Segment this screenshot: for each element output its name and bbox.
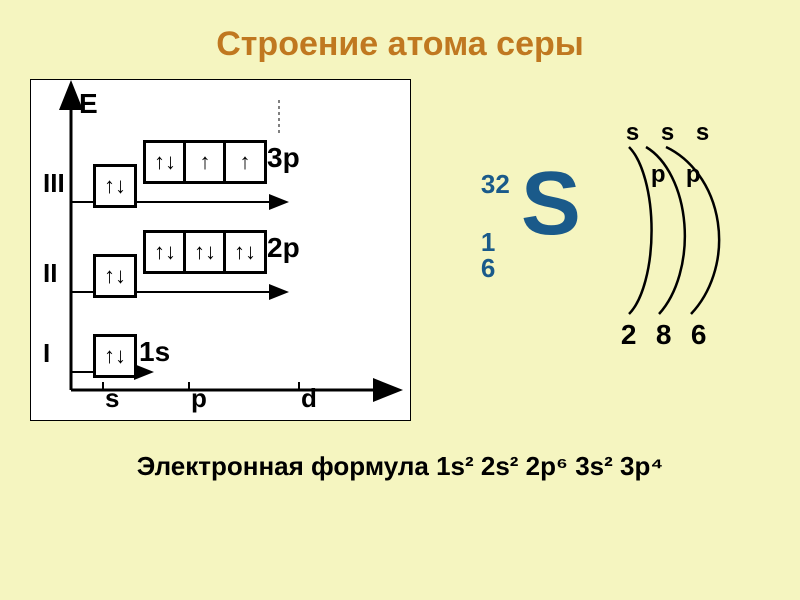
- shell-arcs: [451, 109, 771, 369]
- electron-formula: Электронная формула 1s² 2s² 2p⁶ 3s² 3p⁴: [0, 451, 800, 482]
- orbital-3s: ↑↓: [93, 164, 137, 208]
- label-2p: 2p: [267, 232, 300, 264]
- level-3-label: III: [43, 168, 65, 199]
- orbital-2p-3: ↑↓: [223, 230, 267, 274]
- level-1-label: I: [43, 338, 50, 369]
- x-label-d: d: [301, 383, 317, 414]
- formula-label: Электронная формула: [137, 451, 436, 481]
- shell-count-1: 2: [621, 319, 637, 351]
- x-label-s: s: [105, 383, 119, 414]
- x-label-p: p: [191, 383, 207, 414]
- orbital-3p-2: ↑: [183, 140, 227, 184]
- content-row: E III ↑↓ ↑↓ ↑ ↑ 3p II ↑↓ ↑↓ ↑↓ ↑↓ 2p I ↑…: [0, 79, 800, 421]
- label-1s: 1s: [139, 336, 170, 368]
- orbital-2p-1: ↑↓: [143, 230, 187, 274]
- label-3p: 3p: [267, 142, 300, 174]
- shell-count-3: 6: [691, 319, 707, 351]
- atom-shell-diagram: 32 1 6 S s s s p p 2 8 6: [451, 109, 770, 389]
- orbital-3p-1: ↑↓: [143, 140, 187, 184]
- orbital-1s: ↑↓: [93, 334, 137, 378]
- orbital-2s: ↑↓: [93, 254, 137, 298]
- level-2-label: II: [43, 258, 57, 289]
- orbital-3p-3: ↑: [223, 140, 267, 184]
- axis-label-energy: E: [79, 88, 98, 120]
- page-title: Строение атома серы: [0, 0, 800, 79]
- orbital-2p-2: ↑↓: [183, 230, 227, 274]
- energy-diagram: E III ↑↓ ↑↓ ↑ ↑ 3p II ↑↓ ↑↓ ↑↓ ↑↓ 2p I ↑…: [30, 79, 411, 421]
- formula-config: 1s² 2s² 2p⁶ 3s² 3p⁴: [436, 451, 663, 481]
- shell-count-2: 8: [656, 319, 672, 351]
